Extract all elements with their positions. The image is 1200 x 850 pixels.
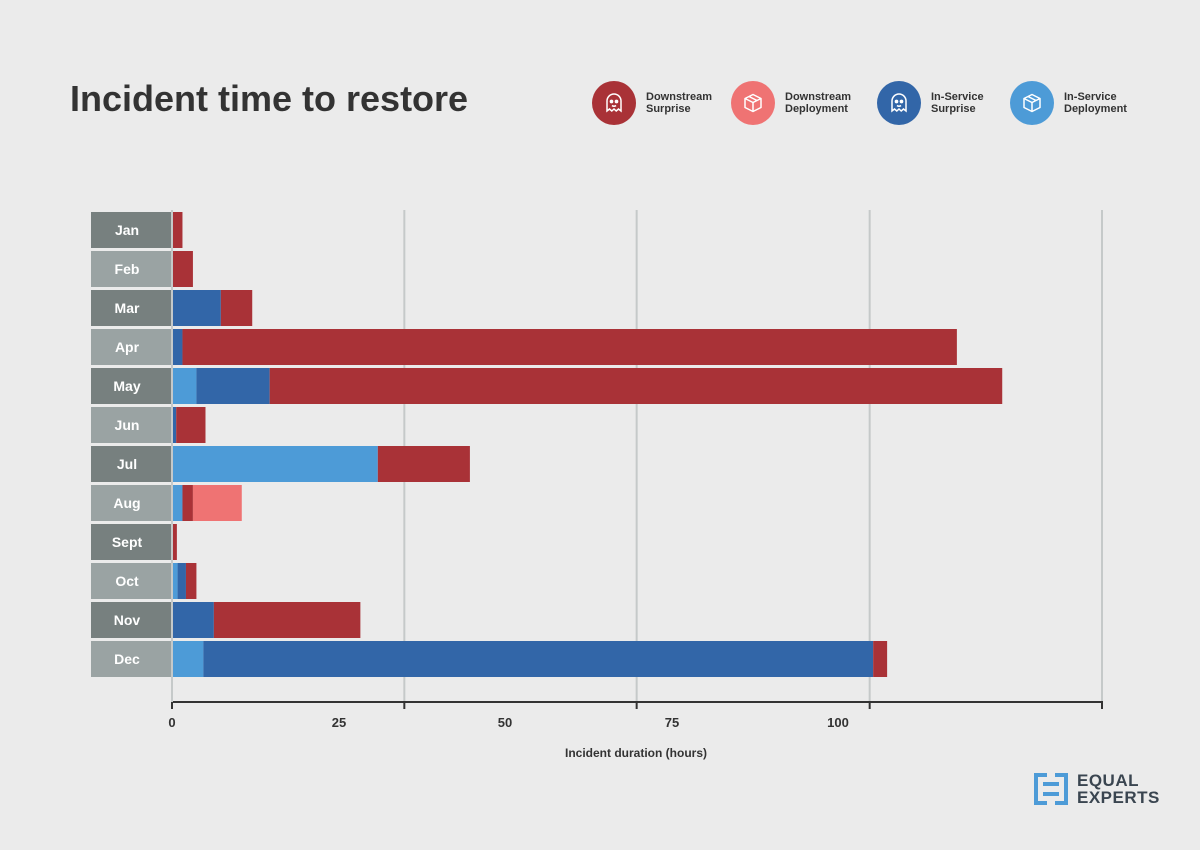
chart-title: Incident time to restore (70, 78, 469, 119)
bar-segment (873, 641, 888, 677)
month-label-box (91, 602, 171, 638)
bar-segment (213, 602, 361, 638)
month-label-box (91, 641, 171, 677)
month-label: Jul (117, 456, 137, 472)
legend-label: Downstream Deployment (785, 91, 852, 115)
bar-segment (172, 251, 193, 287)
bar-segment (172, 602, 214, 638)
month-label: Dec (114, 651, 140, 667)
equal-experts-logo: EQUAL EXPERTS (1033, 772, 1160, 806)
month-label: Sept (112, 534, 143, 550)
bar-segment (176, 407, 206, 443)
bar-segment (269, 368, 1003, 404)
ghost-icon (877, 81, 921, 125)
month-label: Aug (113, 495, 140, 511)
month-label-box (91, 524, 171, 560)
bar-segment (172, 446, 378, 482)
month-label-box (91, 563, 171, 599)
x-tick-label: 100 (827, 715, 849, 730)
bar-segment (172, 563, 178, 599)
x-axis-title: Incident duration (hours) (565, 746, 707, 760)
legend-item-downstream-surprise: Downstream Surprise (592, 80, 728, 126)
bar-segment (185, 563, 197, 599)
bar-segment (182, 485, 193, 521)
logo-icon (1034, 773, 1068, 805)
bar-segment (203, 641, 874, 677)
bar-segment (172, 485, 183, 521)
box-icon (731, 81, 775, 125)
bar-segment (182, 329, 957, 365)
x-tick-label: 50 (498, 715, 512, 730)
bar-segment (220, 290, 253, 326)
bar-segment (172, 368, 197, 404)
month-label: Jun (115, 417, 140, 433)
month-label: Oct (115, 573, 139, 589)
bar-segment (177, 563, 186, 599)
month-label-box (91, 212, 171, 248)
chart-legend: Downstream Surprise Downstream Deployment (0, 80, 1200, 126)
month-label-box (91, 485, 171, 521)
legend-item-in-service-deployment: In-Service Deployment (1010, 80, 1146, 126)
month-label-box (91, 368, 171, 404)
month-label-box (91, 251, 171, 287)
bar-segment (192, 485, 242, 521)
month-label: Jan (115, 222, 139, 238)
bar-segment (172, 329, 183, 365)
ghost-icon (592, 81, 636, 125)
month-label-box (91, 407, 171, 443)
box-icon (1010, 81, 1054, 125)
bar-segment (172, 212, 183, 248)
x-tick-label: 0 (168, 715, 175, 730)
bar-segment (172, 407, 177, 443)
legend-label: In-Service Surprise (931, 91, 984, 115)
bar-segment (196, 368, 270, 404)
legend-item-in-service-surprise: In-Service Surprise (877, 80, 1013, 126)
month-label: Mar (115, 300, 140, 316)
bar-segment (172, 641, 204, 677)
legend-label: In-Service Deployment (1064, 91, 1127, 115)
month-label: Nov (114, 612, 141, 628)
logo-text: EQUAL EXPERTS (1077, 771, 1160, 807)
bar-segment (172, 290, 221, 326)
month-label: Feb (115, 261, 140, 277)
month-label: Apr (115, 339, 140, 355)
legend-item-downstream-deployment: Downstream Deployment (731, 80, 867, 126)
bar-segment (172, 524, 177, 560)
month-label-box (91, 329, 171, 365)
x-tick-label: 25 (332, 715, 346, 730)
x-tick-label: 75 (665, 715, 679, 730)
month-label-box (91, 290, 171, 326)
legend-label: Downstream Surprise (646, 91, 713, 115)
bar-segment (377, 446, 470, 482)
month-label-box (91, 446, 171, 482)
month-label: May (113, 378, 140, 394)
